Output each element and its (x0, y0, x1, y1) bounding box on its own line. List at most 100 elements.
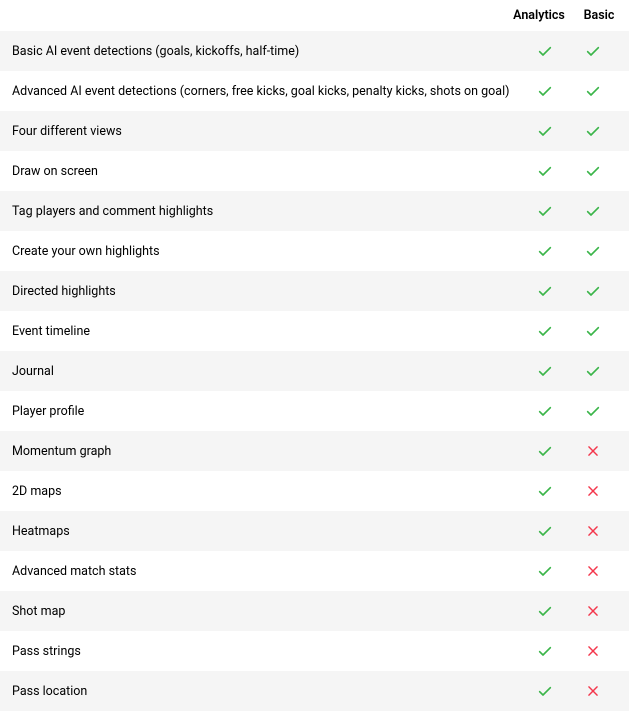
basic-cell (569, 83, 617, 99)
feature-label: Advanced match stats (12, 564, 521, 579)
feature-label: Journal (12, 364, 521, 379)
feature-label: Directed highlights (12, 284, 521, 299)
analytics-cell (521, 443, 569, 459)
analytics-cell (521, 43, 569, 59)
analytics-cell (521, 363, 569, 379)
analytics-cell (521, 563, 569, 579)
feature-label: Momentum graph (12, 444, 521, 459)
column-header-basic: Basic (569, 8, 629, 23)
feature-label: Player profile (12, 404, 521, 419)
column-header-analytics: Analytics (509, 8, 569, 23)
check-icon (585, 283, 601, 299)
check-icon (585, 403, 601, 419)
table-row: Heatmaps (0, 511, 629, 551)
table-row: Tag players and comment highlights (0, 191, 629, 231)
table-row: Journal (0, 351, 629, 391)
table-row: Event timeline (0, 311, 629, 351)
check-icon (537, 83, 553, 99)
check-icon (585, 323, 601, 339)
table-row: Momentum graph (0, 431, 629, 471)
check-icon (585, 163, 601, 179)
check-icon (537, 603, 553, 619)
feature-label: Event timeline (12, 324, 521, 339)
cross-icon (586, 484, 600, 498)
check-icon (585, 363, 601, 379)
analytics-cell (521, 643, 569, 659)
basic-cell (569, 444, 617, 458)
feature-label: Four different views (12, 124, 521, 139)
cross-icon (586, 564, 600, 578)
analytics-cell (521, 323, 569, 339)
table-row: Basic AI event detections (goals, kickof… (0, 31, 629, 71)
basic-cell (569, 163, 617, 179)
feature-label: Pass location (12, 684, 521, 699)
basic-cell (569, 684, 617, 698)
analytics-cell (521, 243, 569, 259)
check-icon (537, 43, 553, 59)
table-row: 2D maps (0, 471, 629, 511)
analytics-cell (521, 403, 569, 419)
analytics-cell (521, 603, 569, 619)
check-icon (585, 203, 601, 219)
table-row: Four different views (0, 111, 629, 151)
feature-label: Draw on screen (12, 164, 521, 179)
analytics-cell (521, 283, 569, 299)
feature-label: Pass strings (12, 644, 521, 659)
feature-label: Shot map (12, 604, 521, 619)
basic-cell (569, 243, 617, 259)
check-icon (537, 123, 553, 139)
feature-label: Create your own highlights (12, 244, 521, 259)
analytics-cell (521, 163, 569, 179)
basic-cell (569, 604, 617, 618)
cross-icon (586, 524, 600, 538)
check-icon (537, 643, 553, 659)
feature-label: Advanced AI event detections (corners, f… (12, 84, 521, 99)
cross-icon (586, 644, 600, 658)
feature-label: Tag players and comment highlights (12, 204, 521, 219)
cross-icon (586, 684, 600, 698)
basic-cell (569, 323, 617, 339)
basic-cell (569, 403, 617, 419)
check-icon (537, 523, 553, 539)
check-icon (537, 483, 553, 499)
check-icon (537, 563, 553, 579)
feature-label: 2D maps (12, 484, 521, 499)
feature-label: Basic AI event detections (goals, kickof… (12, 44, 521, 59)
check-icon (537, 323, 553, 339)
table-row: Advanced AI event detections (corners, f… (0, 71, 629, 111)
basic-cell (569, 363, 617, 379)
check-icon (537, 683, 553, 699)
basic-cell (569, 564, 617, 578)
check-icon (585, 123, 601, 139)
check-icon (537, 283, 553, 299)
basic-cell (569, 43, 617, 59)
cross-icon (586, 444, 600, 458)
cross-icon (586, 604, 600, 618)
analytics-cell (521, 683, 569, 699)
table-row: Advanced match stats (0, 551, 629, 591)
check-icon (585, 83, 601, 99)
table-row: Draw on screen (0, 151, 629, 191)
table-header: Analytics Basic (0, 0, 629, 31)
check-icon (537, 163, 553, 179)
analytics-cell (521, 203, 569, 219)
feature-label: Heatmaps (12, 524, 521, 539)
basic-cell (569, 484, 617, 498)
basic-cell (569, 123, 617, 139)
basic-cell (569, 283, 617, 299)
check-icon (537, 403, 553, 419)
table-row: Shot map (0, 591, 629, 631)
analytics-cell (521, 83, 569, 99)
check-icon (537, 443, 553, 459)
analytics-cell (521, 123, 569, 139)
check-icon (537, 203, 553, 219)
table-row: Pass strings (0, 631, 629, 671)
analytics-cell (521, 483, 569, 499)
table-row: Create your own highlights (0, 231, 629, 271)
basic-cell (569, 524, 617, 538)
table-row: Player profile (0, 391, 629, 431)
basic-cell (569, 644, 617, 658)
basic-cell (569, 203, 617, 219)
analytics-cell (521, 523, 569, 539)
table-row: Directed highlights (0, 271, 629, 311)
